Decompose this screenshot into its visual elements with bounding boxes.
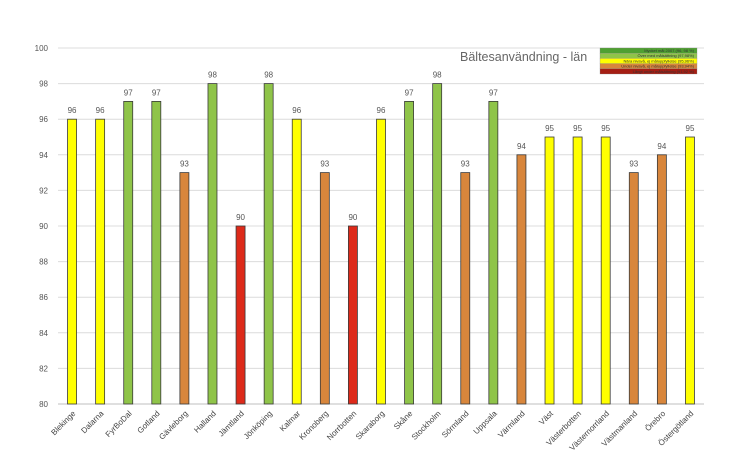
x-tick-label: Väst (537, 409, 555, 427)
data-label: 95 (686, 124, 695, 133)
bar (67, 118, 77, 405)
data-label: 98 (264, 71, 273, 80)
y-tick-label: 96 (39, 115, 48, 124)
data-labels: 96 96 97 97 93 98 90 98 96 93 90 96 97 98 93 97 94 95 95 95… (68, 71, 695, 222)
y-tick-label: 98 (39, 80, 48, 89)
y-tick-label: 80 (39, 400, 48, 409)
x-tick-label: Skåne (392, 409, 415, 432)
y-tick-label: 94 (39, 151, 48, 160)
data-label: 97 (489, 88, 498, 97)
bar (460, 172, 471, 405)
bar (656, 154, 667, 405)
y-axis: 80 82 84 86 88 90 92 94 96 98 100 (35, 44, 49, 409)
x-tick-label: Uppsala (472, 409, 500, 437)
y-tick-label: 88 (39, 258, 48, 267)
y-tick-label: 84 (39, 329, 48, 338)
x-tick-label: Skaraborg (354, 409, 386, 441)
x-tick-label: Gotland (136, 409, 162, 435)
data-label: 93 (320, 160, 329, 169)
x-tick-label: Stockholm (410, 409, 443, 442)
chart-title: Bältesanvändning - län (460, 50, 587, 64)
bar (376, 118, 386, 405)
bar (95, 118, 106, 405)
data-label: 95 (545, 124, 554, 133)
data-label: 90 (348, 213, 357, 222)
data-label: 96 (377, 106, 386, 115)
legend-label: Långt under målsättning (91,92 %) (633, 69, 695, 74)
x-tick-label: Kalmar (278, 409, 303, 434)
x-tick-label: Dalarna (79, 409, 106, 436)
data-label: 93 (629, 160, 638, 169)
x-tick-label: FyrBoDal (104, 409, 134, 439)
bar (600, 136, 611, 405)
bar (291, 118, 302, 405)
bar (348, 225, 358, 405)
data-label: 96 (292, 106, 301, 115)
legend-label: Nära nivavå, ej måluppfyllelse (95,96%) (624, 58, 695, 63)
bar (628, 172, 639, 405)
data-label: 97 (124, 88, 133, 97)
bars (67, 83, 695, 405)
bar (488, 101, 499, 405)
y-tick-label: 86 (39, 293, 48, 302)
bar (432, 83, 443, 405)
x-tick-label: Jönköping (242, 409, 274, 441)
bar (404, 101, 414, 405)
x-tick-label: Sörmland (440, 409, 471, 440)
data-label: 98 (208, 71, 217, 80)
x-tick-label: Gävleborg (157, 409, 189, 441)
data-label: 95 (573, 124, 582, 133)
data-label: 94 (517, 142, 526, 151)
data-label: 93 (180, 160, 189, 169)
data-label: 95 (601, 124, 610, 133)
y-tick-label: 100 (35, 44, 49, 53)
bar (151, 101, 162, 405)
bar (123, 101, 134, 405)
data-label: 90 (236, 213, 245, 222)
data-label: 98 (433, 71, 442, 80)
legend-label: Mycket mål 2007 (96, 98 %) (644, 48, 694, 53)
data-label: 93 (461, 160, 470, 169)
bar (235, 225, 246, 405)
y-tick-label: 82 (39, 364, 48, 373)
bar (179, 172, 190, 405)
legend-label: Över med målsättning (97,98%) (638, 53, 695, 58)
bar (572, 136, 583, 405)
x-tick-label: Halland (192, 409, 218, 435)
data-label: 96 (68, 106, 77, 115)
data-label: 94 (657, 142, 666, 151)
y-tick-label: 90 (39, 222, 48, 231)
bar (544, 136, 555, 405)
y-tick-label: 92 (39, 186, 48, 195)
legend: Mycket mål 2007 (96, 98 %)Över med målsä… (599, 47, 698, 75)
bar (207, 83, 218, 405)
x-tick-label: Örebro (643, 409, 667, 433)
bar (516, 154, 527, 405)
bar (319, 172, 330, 405)
legend-swatch (599, 68, 698, 75)
bar (263, 83, 274, 405)
x-tick-label: Värmland (496, 409, 527, 440)
data-label: 96 (96, 106, 105, 115)
x-tick-label: Norrbotten (325, 409, 358, 442)
x-tick-label: Blekinge (49, 409, 77, 437)
data-label: 97 (405, 88, 414, 97)
data-label: 97 (152, 88, 161, 97)
bar (685, 136, 695, 405)
legend-label: Under nivavå, ej måluppfyllelse (93,94%) (621, 64, 694, 69)
